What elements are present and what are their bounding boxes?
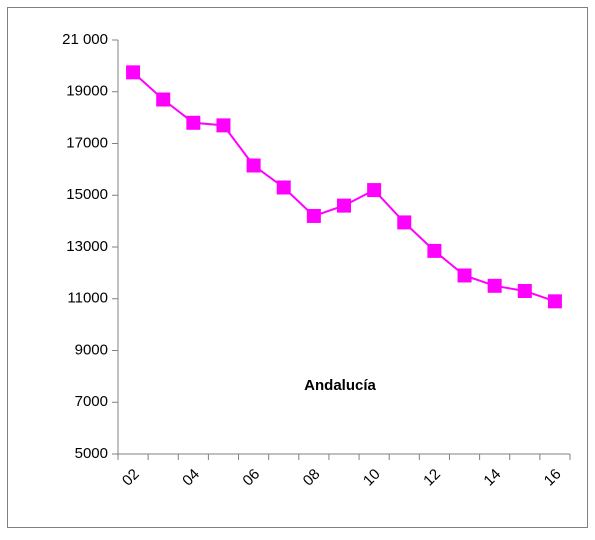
chart-title: Andalucía [304, 377, 376, 394]
marker [547, 294, 562, 309]
marker [487, 278, 502, 293]
marker [186, 115, 201, 130]
marker [337, 198, 351, 213]
y-tick-label: 13000 [66, 238, 108, 255]
marker [397, 215, 412, 230]
marker [457, 268, 472, 283]
chart-border [7, 7, 588, 528]
marker [276, 180, 291, 195]
marker [427, 243, 442, 258]
marker [517, 283, 532, 298]
y-tick-label: 5000 [75, 445, 108, 462]
y-tick-label: 7000 [75, 393, 108, 410]
y-tick-label: 21 000 [62, 31, 108, 48]
y-tick-label: 17000 [66, 134, 108, 151]
y-tick-label: 11000 [67, 290, 108, 307]
y-tick-label: 9000 [75, 341, 108, 358]
marker [156, 92, 171, 107]
marker [216, 118, 231, 133]
marker [126, 65, 141, 80]
marker [367, 183, 382, 198]
marker [246, 158, 261, 173]
marker [306, 208, 321, 223]
y-tick-label: 15000 [66, 186, 108, 203]
y-tick-label: 19000 [66, 83, 108, 100]
